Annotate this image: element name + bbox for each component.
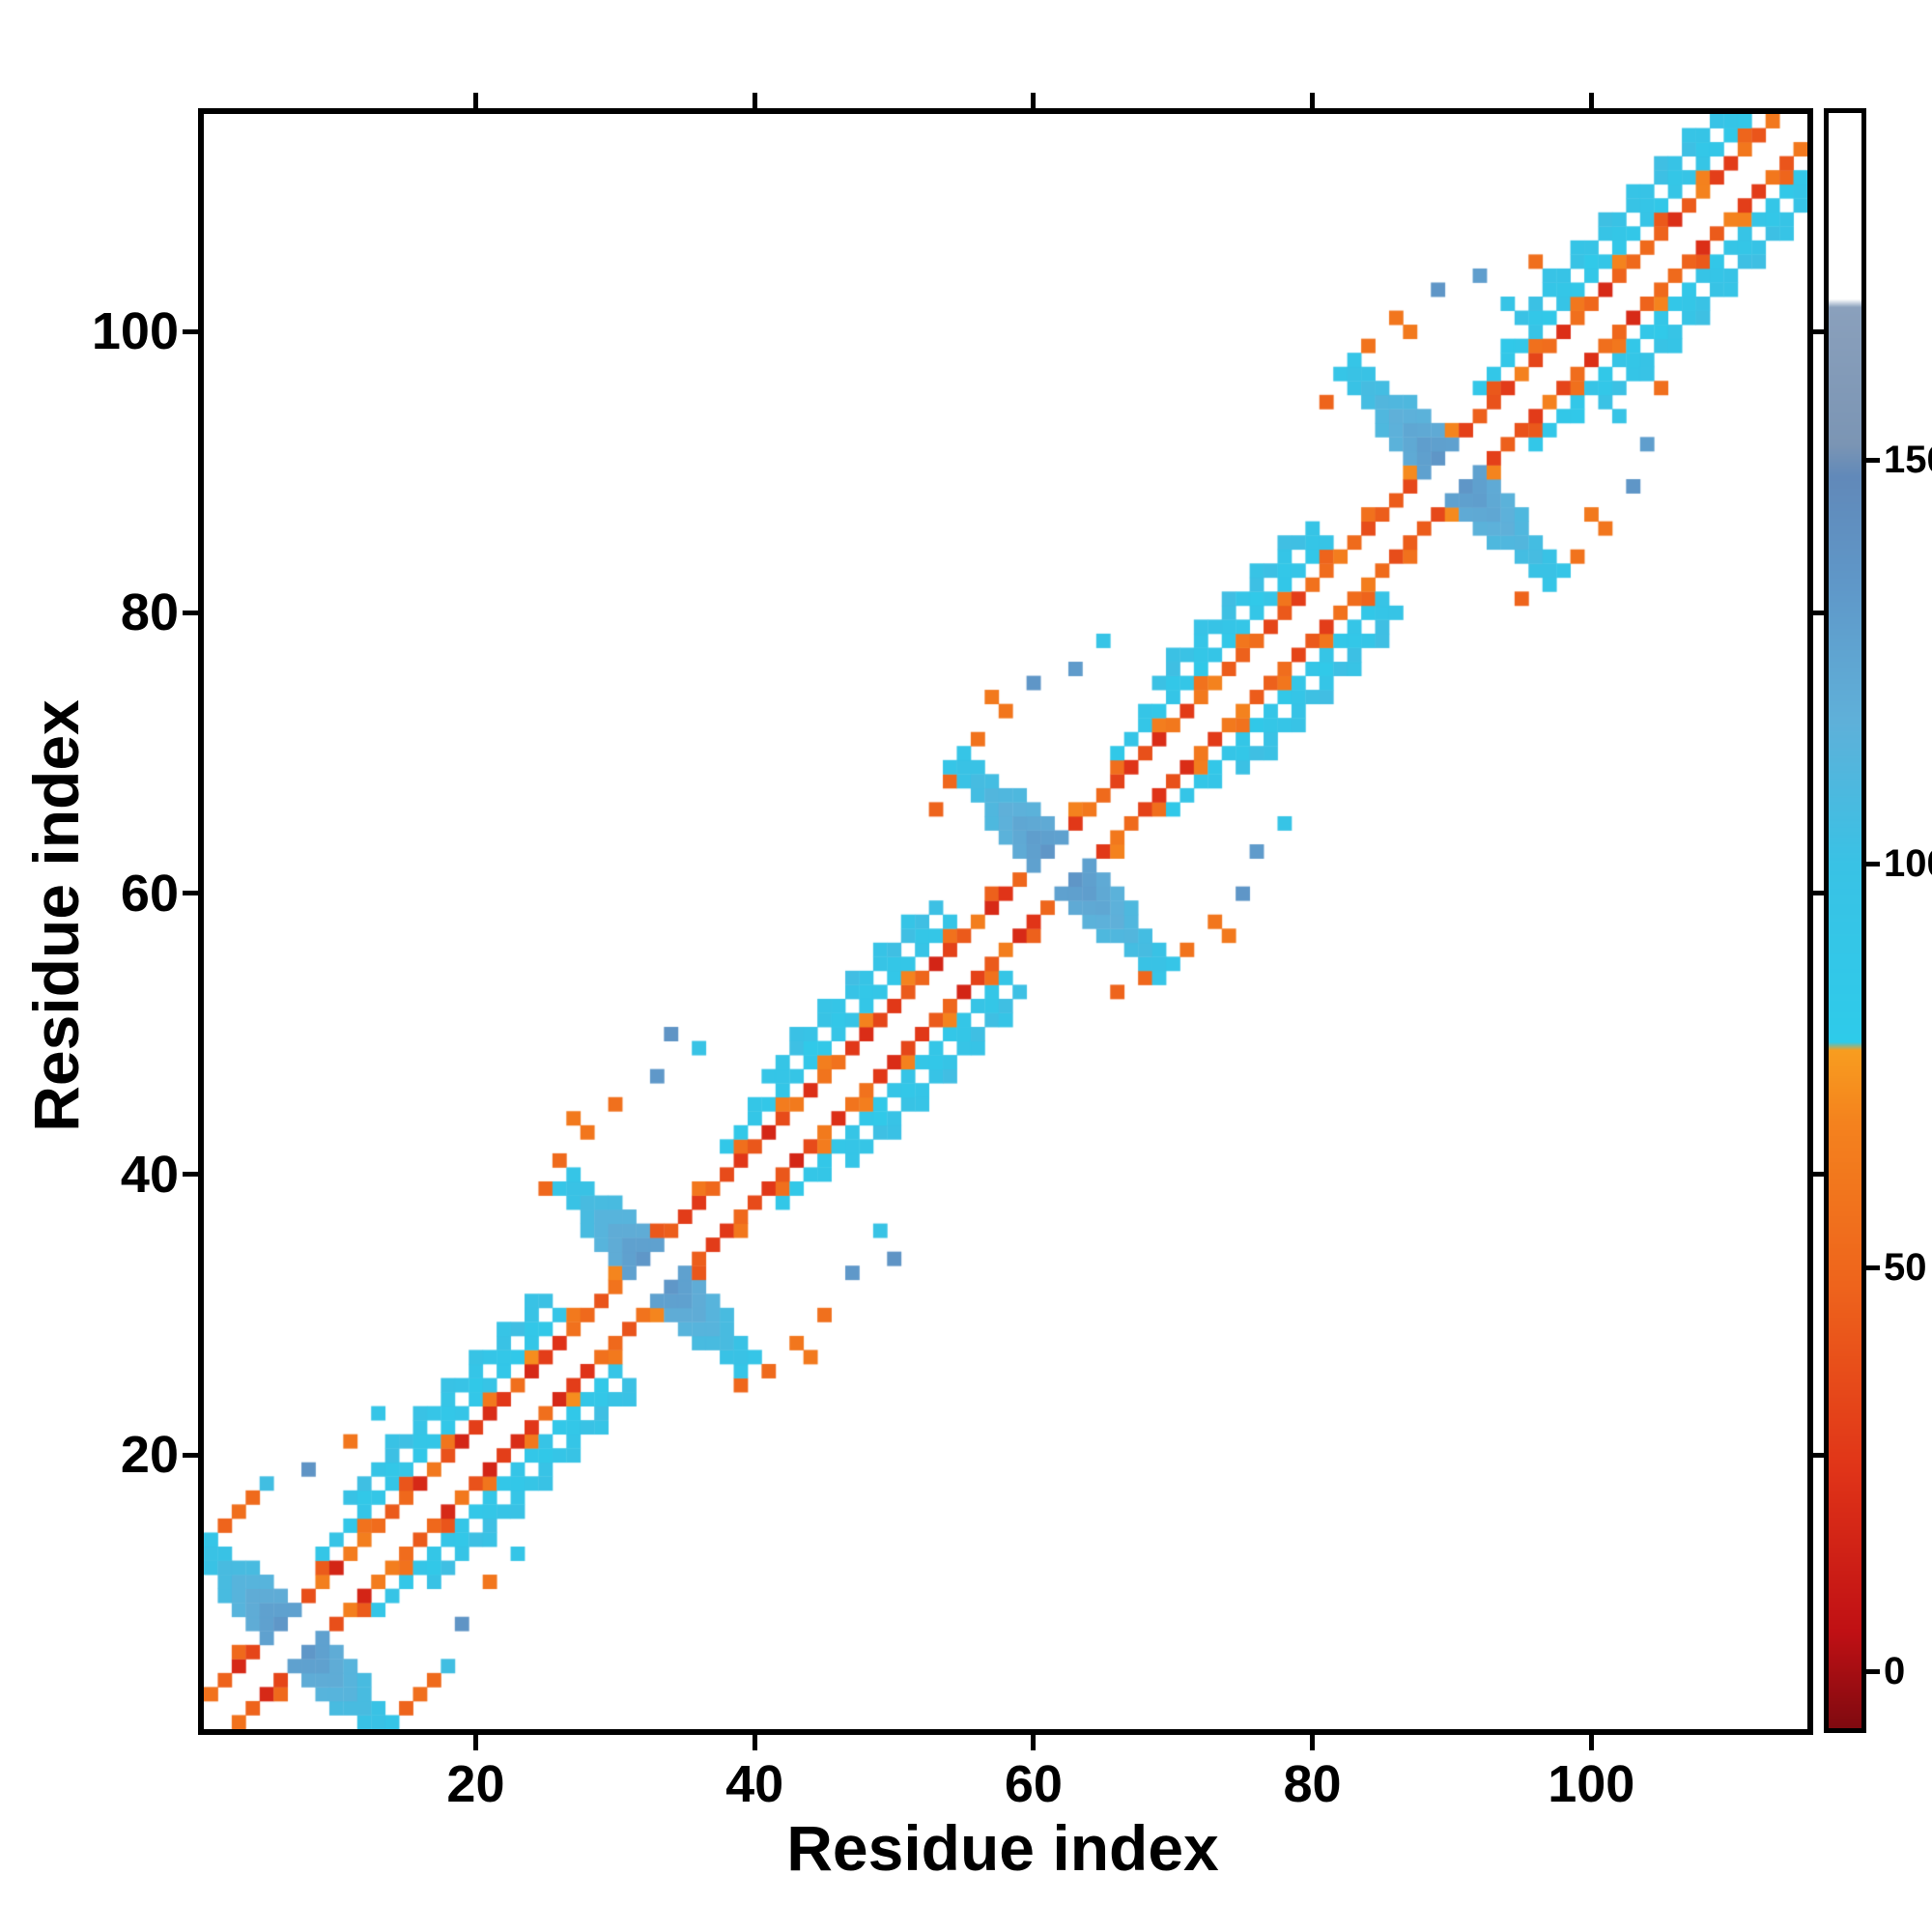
x-tick-label: 60: [1004, 1755, 1063, 1813]
y-tick-label: 80: [120, 583, 179, 642]
y-tick-label: 40: [120, 1145, 179, 1204]
x-tick-label: 100: [1548, 1755, 1635, 1813]
x-tick-mark: [1310, 1735, 1316, 1750]
x-axis-label: Residue index: [786, 1812, 1219, 1884]
y-tick-mark-right: [1813, 328, 1829, 334]
colorbar-canvas: [1829, 113, 1861, 1728]
y-tick-mark-right: [1813, 610, 1829, 615]
y-tick-label: 20: [120, 1426, 179, 1485]
x-tick-mark-top: [1310, 93, 1316, 108]
colorbar-tick-label: 100: [1884, 842, 1932, 886]
x-tick-mark-top: [472, 93, 478, 108]
y-tick-mark: [183, 328, 198, 334]
heatmap-canvas: [204, 114, 1807, 1729]
colorbar-tick-mark: [1866, 1668, 1880, 1674]
y-tick-mark-right: [1813, 1452, 1829, 1458]
y-tick-mark-right: [1813, 1172, 1829, 1178]
x-tick-label: 80: [1283, 1755, 1342, 1813]
x-tick-mark: [1588, 1735, 1594, 1750]
y-tick-mark: [183, 1452, 198, 1458]
colorbar-tick-label: 150: [1884, 439, 1932, 482]
heatmap-plot: [198, 108, 1813, 1735]
x-tick-mark: [752, 1735, 757, 1750]
x-tick-mark-top: [752, 93, 757, 108]
y-tick-mark: [183, 1172, 198, 1178]
x-tick-label: 20: [446, 1755, 505, 1813]
x-tick-mark-top: [1588, 93, 1594, 108]
y-tick-label: 100: [91, 302, 179, 361]
colorbar-tick-mark: [1866, 1264, 1880, 1270]
colorbar-tick-mark: [1866, 861, 1880, 867]
colorbar: [1824, 108, 1866, 1733]
colorbar-tick-label: 50: [1884, 1246, 1927, 1290]
y-tick-label: 60: [120, 864, 179, 923]
y-tick-mark: [183, 891, 198, 896]
colorbar-tick-label: 0: [1884, 1650, 1906, 1693]
y-tick-mark: [183, 610, 198, 615]
x-tick-mark: [472, 1735, 478, 1750]
y-tick-mark-right: [1813, 891, 1829, 896]
x-tick-mark: [1031, 1735, 1037, 1750]
colorbar-tick-mark: [1866, 457, 1880, 463]
x-tick-mark-top: [1031, 93, 1037, 108]
x-tick-label: 40: [725, 1755, 784, 1813]
